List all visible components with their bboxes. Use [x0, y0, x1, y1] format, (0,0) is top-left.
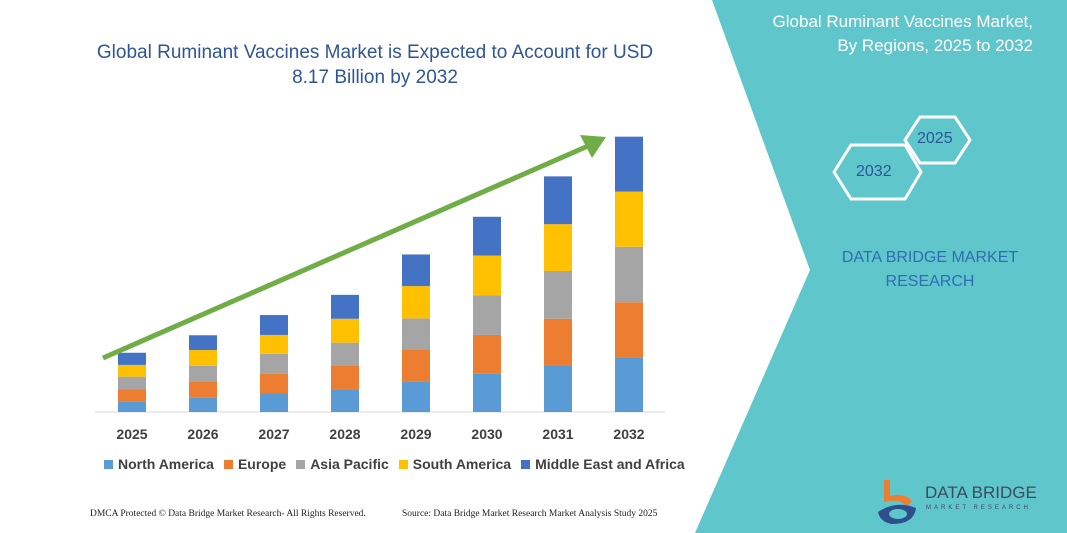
bar-segment-2028-south-america	[331, 318, 359, 343]
hexagon-2032	[832, 143, 923, 201]
x-tick-label-2032: 2032	[613, 426, 644, 442]
legend: North America Europe Asia Pacific South Ame…	[104, 456, 685, 472]
legend-swatch	[223, 459, 233, 469]
bar-segment-2032-middle-east-and-africa	[615, 136, 643, 192]
bar-segment-2029-europe	[402, 349, 430, 382]
side-panel-title: Global Ruminant Vaccines Market, By Regi…	[733, 10, 1033, 58]
bar-segment-2031-north-america	[544, 365, 572, 412]
bars-group	[118, 136, 643, 412]
brand-text: DATA BRIDGE MARKET RESEARCH	[830, 246, 1030, 294]
x-tick-label-2031: 2031	[542, 426, 573, 442]
bar-segment-2029-north-america	[402, 381, 430, 412]
legend-swatch	[104, 459, 113, 469]
hex-label-2032: 2032	[856, 163, 892, 180]
legend-label: Middle East and Africa	[535, 456, 685, 472]
x-tick-label-2029: 2029	[400, 426, 431, 442]
bar-segment-2025-middle-east-and-africa	[118, 352, 146, 365]
bar-segment-2025-europe	[118, 389, 146, 402]
bar-segment-2025-south-america	[118, 364, 146, 377]
bar-segment-2026-north-america	[189, 397, 217, 412]
bar-segment-2027-middle-east-and-africa	[260, 315, 288, 335]
bar-segment-2031-south-america	[544, 224, 572, 271]
bar-segment-2029-asia-pacific	[402, 318, 430, 350]
bar-segment-2030-middle-east-and-africa	[473, 216, 501, 256]
side-panel-title-line2: By Regions, 2025 to 2032	[837, 36, 1033, 55]
bar-segment-2028-middle-east-and-africa	[331, 294, 359, 319]
bar-segment-2030-asia-pacific	[473, 295, 501, 335]
bar-segment-2026-south-america	[189, 350, 217, 366]
logo-tagline: MARKET RESEARCH	[926, 505, 1031, 511]
legend-label: Asia Pacific	[310, 456, 389, 472]
legend-item: Asia Pacific	[296, 456, 389, 472]
logo-name: DATA BRIDGE	[925, 483, 1037, 502]
legend-item: South America	[398, 456, 512, 472]
bar-segment-2032-europe	[615, 302, 643, 358]
chart-title: Global Ruminant Vaccines Market is Expec…	[96, 42, 654, 88]
bar-segment-2029-south-america	[402, 286, 430, 319]
x-tick-label-2030: 2030	[471, 426, 502, 442]
x-tick-label-2027: 2027	[258, 426, 289, 442]
brand-line2: RESEARCH	[885, 273, 975, 290]
bar-segment-2031-asia-pacific	[544, 270, 572, 319]
bar-segment-2028-north-america	[331, 389, 359, 412]
bar-segment-2031-middle-east-and-africa	[544, 176, 572, 225]
legend-swatch	[398, 459, 408, 469]
x-axis-labels: 2025 2026 2027 2028 2029 2030 2031 2032	[116, 426, 644, 442]
bar-segment-2031-europe	[544, 318, 572, 366]
bar-segment-2027-europe	[260, 373, 288, 394]
bar-segment-2027-north-america	[260, 393, 288, 412]
footer-source: Source: Data Bridge Market Research Mark…	[402, 509, 658, 519]
legend-label: North America	[118, 456, 214, 472]
bar-segment-2030-south-america	[473, 255, 501, 296]
legend-item: North America	[104, 456, 214, 472]
legend-swatch	[521, 459, 531, 469]
side-panel-title-line1: Global Ruminant Vaccines Market,	[772, 12, 1033, 31]
bar-segment-2025-asia-pacific	[118, 376, 146, 390]
trend-arrowhead	[580, 135, 606, 158]
brand-line1: DATA BRIDGE MARKET	[841, 249, 1019, 266]
legend-label: Europe	[237, 456, 287, 472]
trend-arrow	[101, 143, 590, 361]
hex-label-2025: 2025	[917, 130, 953, 147]
footer-copyright: DMCA Protected © Data Bridge Market Rese…	[90, 509, 366, 519]
bar-segment-2029-middle-east-and-africa	[402, 254, 430, 287]
bar-segment-2025-north-america	[118, 401, 146, 412]
hexagon-2025	[903, 115, 972, 165]
data-bridge-logo-icon	[878, 480, 916, 524]
bar-segment-2027-asia-pacific	[260, 353, 288, 374]
x-tick-label-2026: 2026	[187, 426, 218, 442]
bar-segment-2026-asia-pacific	[189, 365, 217, 382]
bar-segment-2030-north-america	[473, 373, 501, 412]
bar-segment-2026-europe	[189, 381, 217, 398]
bar-segment-2032-south-america	[615, 191, 643, 247]
legend-swatch	[296, 459, 306, 469]
bar-segment-2032-north-america	[615, 357, 643, 412]
legend-label: South America	[412, 456, 512, 472]
bar-segment-2028-asia-pacific	[331, 342, 359, 366]
bar-segment-2026-middle-east-and-africa	[189, 335, 217, 351]
bar-segment-2028-europe	[331, 365, 359, 390]
bar-segment-2027-south-america	[260, 334, 288, 354]
bar-segment-2032-asia-pacific	[615, 246, 643, 303]
x-tick-label-2025: 2025	[116, 426, 147, 442]
side-panel-bg	[695, 0, 1067, 533]
x-tick-label-2028: 2028	[329, 426, 360, 442]
bar-segment-2030-europe	[473, 334, 501, 374]
legend-item: Europe	[223, 456, 287, 472]
legend-item: Middle East and Africa	[521, 456, 685, 472]
